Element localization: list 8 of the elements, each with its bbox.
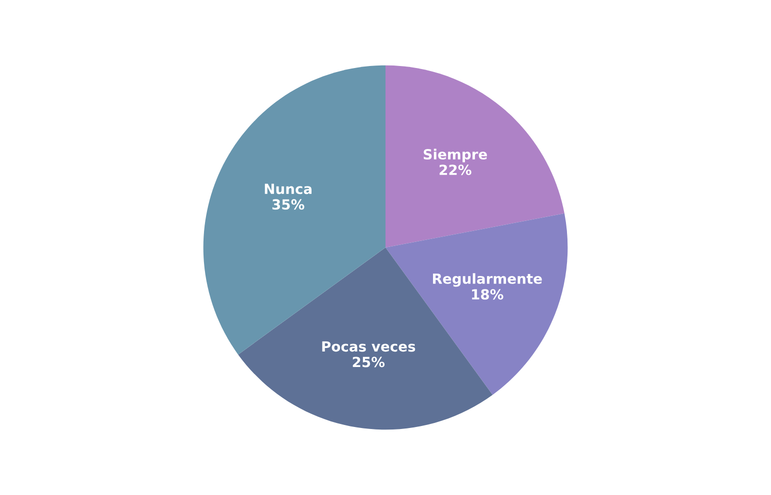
slice-label: Pocas veces: [322, 341, 416, 352]
slice-label: Siempre: [424, 148, 487, 162]
slice-label: Nunca: [264, 184, 312, 194]
data-label: 35%: [272, 199, 304, 210]
data-label: 22%: [440, 164, 472, 176]
data-label: 25%: [352, 356, 385, 368]
slice-label: Regularmente: [433, 273, 542, 287]
data-label: 18%: [472, 289, 504, 300]
